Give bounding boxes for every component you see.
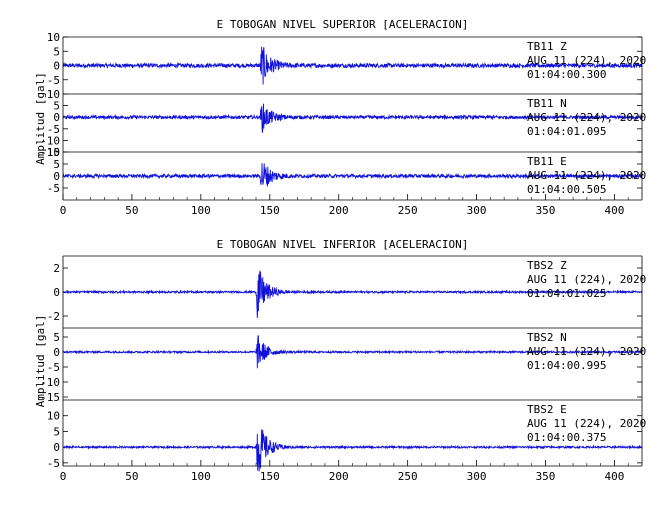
y-tick-label: 0 [53, 441, 60, 454]
trace-time: 01:04:01.025 [527, 287, 606, 300]
y-tick-label: -5 [47, 182, 60, 195]
y-tick-label: -5 [47, 361, 60, 374]
trace-time: 01:04:00.995 [527, 359, 606, 372]
y-tick-label: -2 [47, 310, 60, 323]
chart-title: E TOBOGAN NIVEL SUPERIOR [ACELERACION] [217, 18, 469, 31]
x-tick-label: 250 [398, 470, 418, 483]
waveform-tbs2-e [62, 429, 643, 472]
chart-panel-2: E TOBOGAN NIVEL INFERIOR [ACELERACION] Am… [34, 238, 646, 483]
chart-title: E TOBOGAN NIVEL INFERIOR [ACELERACION] [217, 238, 469, 251]
x-tick-label: 350 [536, 204, 556, 217]
waveform-tb11-z [62, 46, 643, 85]
x-tick-label: 150 [260, 470, 280, 483]
trace-date: AUG 11 (224), 2020 [527, 169, 646, 182]
y-tick-label: -10 [40, 376, 60, 389]
x-tick-label: 100 [191, 470, 211, 483]
trace-time: 01:04:00.505 [527, 183, 606, 196]
trace-label: TBS2 Z [527, 259, 567, 272]
y-tick-label: -15 [40, 146, 60, 159]
waveform-tb11-n [62, 103, 643, 133]
trace-date: AUG 11 (224), 2020 [527, 345, 646, 358]
y-tick-label: -5 [47, 74, 60, 87]
y-tick-label: 5 [53, 158, 60, 171]
y-tick-label: 10 [47, 410, 60, 423]
x-tick-label: 350 [536, 470, 556, 483]
x-tick-label: 400 [604, 470, 624, 483]
x-tick-label: 100 [191, 204, 211, 217]
x-tick-label: 300 [467, 204, 487, 217]
y-tick-label: 0 [53, 170, 60, 183]
chart-panel-1: E TOBOGAN NIVEL SUPERIOR [ACELERACION] Am… [34, 18, 646, 217]
trace-date: AUG 11 (224), 2020 [527, 111, 646, 124]
y-axis-label: Amplitud [gal] [34, 72, 47, 165]
y-tick-label: 0 [53, 346, 60, 359]
y-tick-label: -10 [40, 134, 60, 147]
x-tick-label: 150 [260, 204, 280, 217]
trace-time: 01:04:01.095 [527, 125, 606, 138]
trace-label: TBS2 E [527, 403, 567, 416]
x-tick-label: 250 [398, 204, 418, 217]
x-tick-label: 200 [329, 204, 349, 217]
x-tick-label: 0 [60, 204, 67, 217]
y-tick-label: 5 [53, 425, 60, 438]
waveform-tb11-e [62, 163, 643, 187]
y-axis-label: Amplitud [gal] [34, 315, 47, 408]
y-tick-label: 2 [53, 262, 60, 275]
waveform-tbs2-z [62, 270, 643, 318]
trace-date: AUG 11 (224), 2020 [527, 273, 646, 286]
y-tick-label: 0 [53, 111, 60, 124]
y-tick-label: 0 [53, 286, 60, 299]
x-tick-label: 400 [604, 204, 624, 217]
x-tick-label: 50 [125, 204, 138, 217]
trace-label: TB11 Z [527, 40, 567, 53]
trace-date: AUG 11 (224), 2020 [527, 417, 646, 430]
trace-label: TB11 N [527, 97, 567, 110]
y-tick-label: 0 [53, 60, 60, 73]
y-tick-label: -5 [47, 123, 60, 136]
y-tick-label: 10 [47, 146, 60, 159]
y-tick-label: 5 [53, 45, 60, 58]
x-tick-label: 200 [329, 470, 349, 483]
y-tick-label: 5 [53, 100, 60, 113]
x-tick-label: 0 [60, 470, 67, 483]
trace-time: 01:04:00.375 [527, 431, 606, 444]
y-tick-label: -5 [47, 457, 60, 470]
y-tick-label: 5 [53, 331, 60, 344]
y-tick-label: 10 [47, 88, 60, 101]
waveform-tbs2-n [62, 335, 643, 369]
trace-time: 01:04:00.300 [527, 68, 606, 81]
x-tick-label: 300 [467, 470, 487, 483]
y-tick-label: 10 [47, 31, 60, 44]
x-tick-label: 50 [125, 470, 138, 483]
trace-label: TB11 E [527, 155, 567, 168]
y-tick-label: -15 [40, 391, 60, 404]
trace-label: TBS2 N [527, 331, 567, 344]
trace-date: AUG 11 (224), 2020 [527, 54, 646, 67]
